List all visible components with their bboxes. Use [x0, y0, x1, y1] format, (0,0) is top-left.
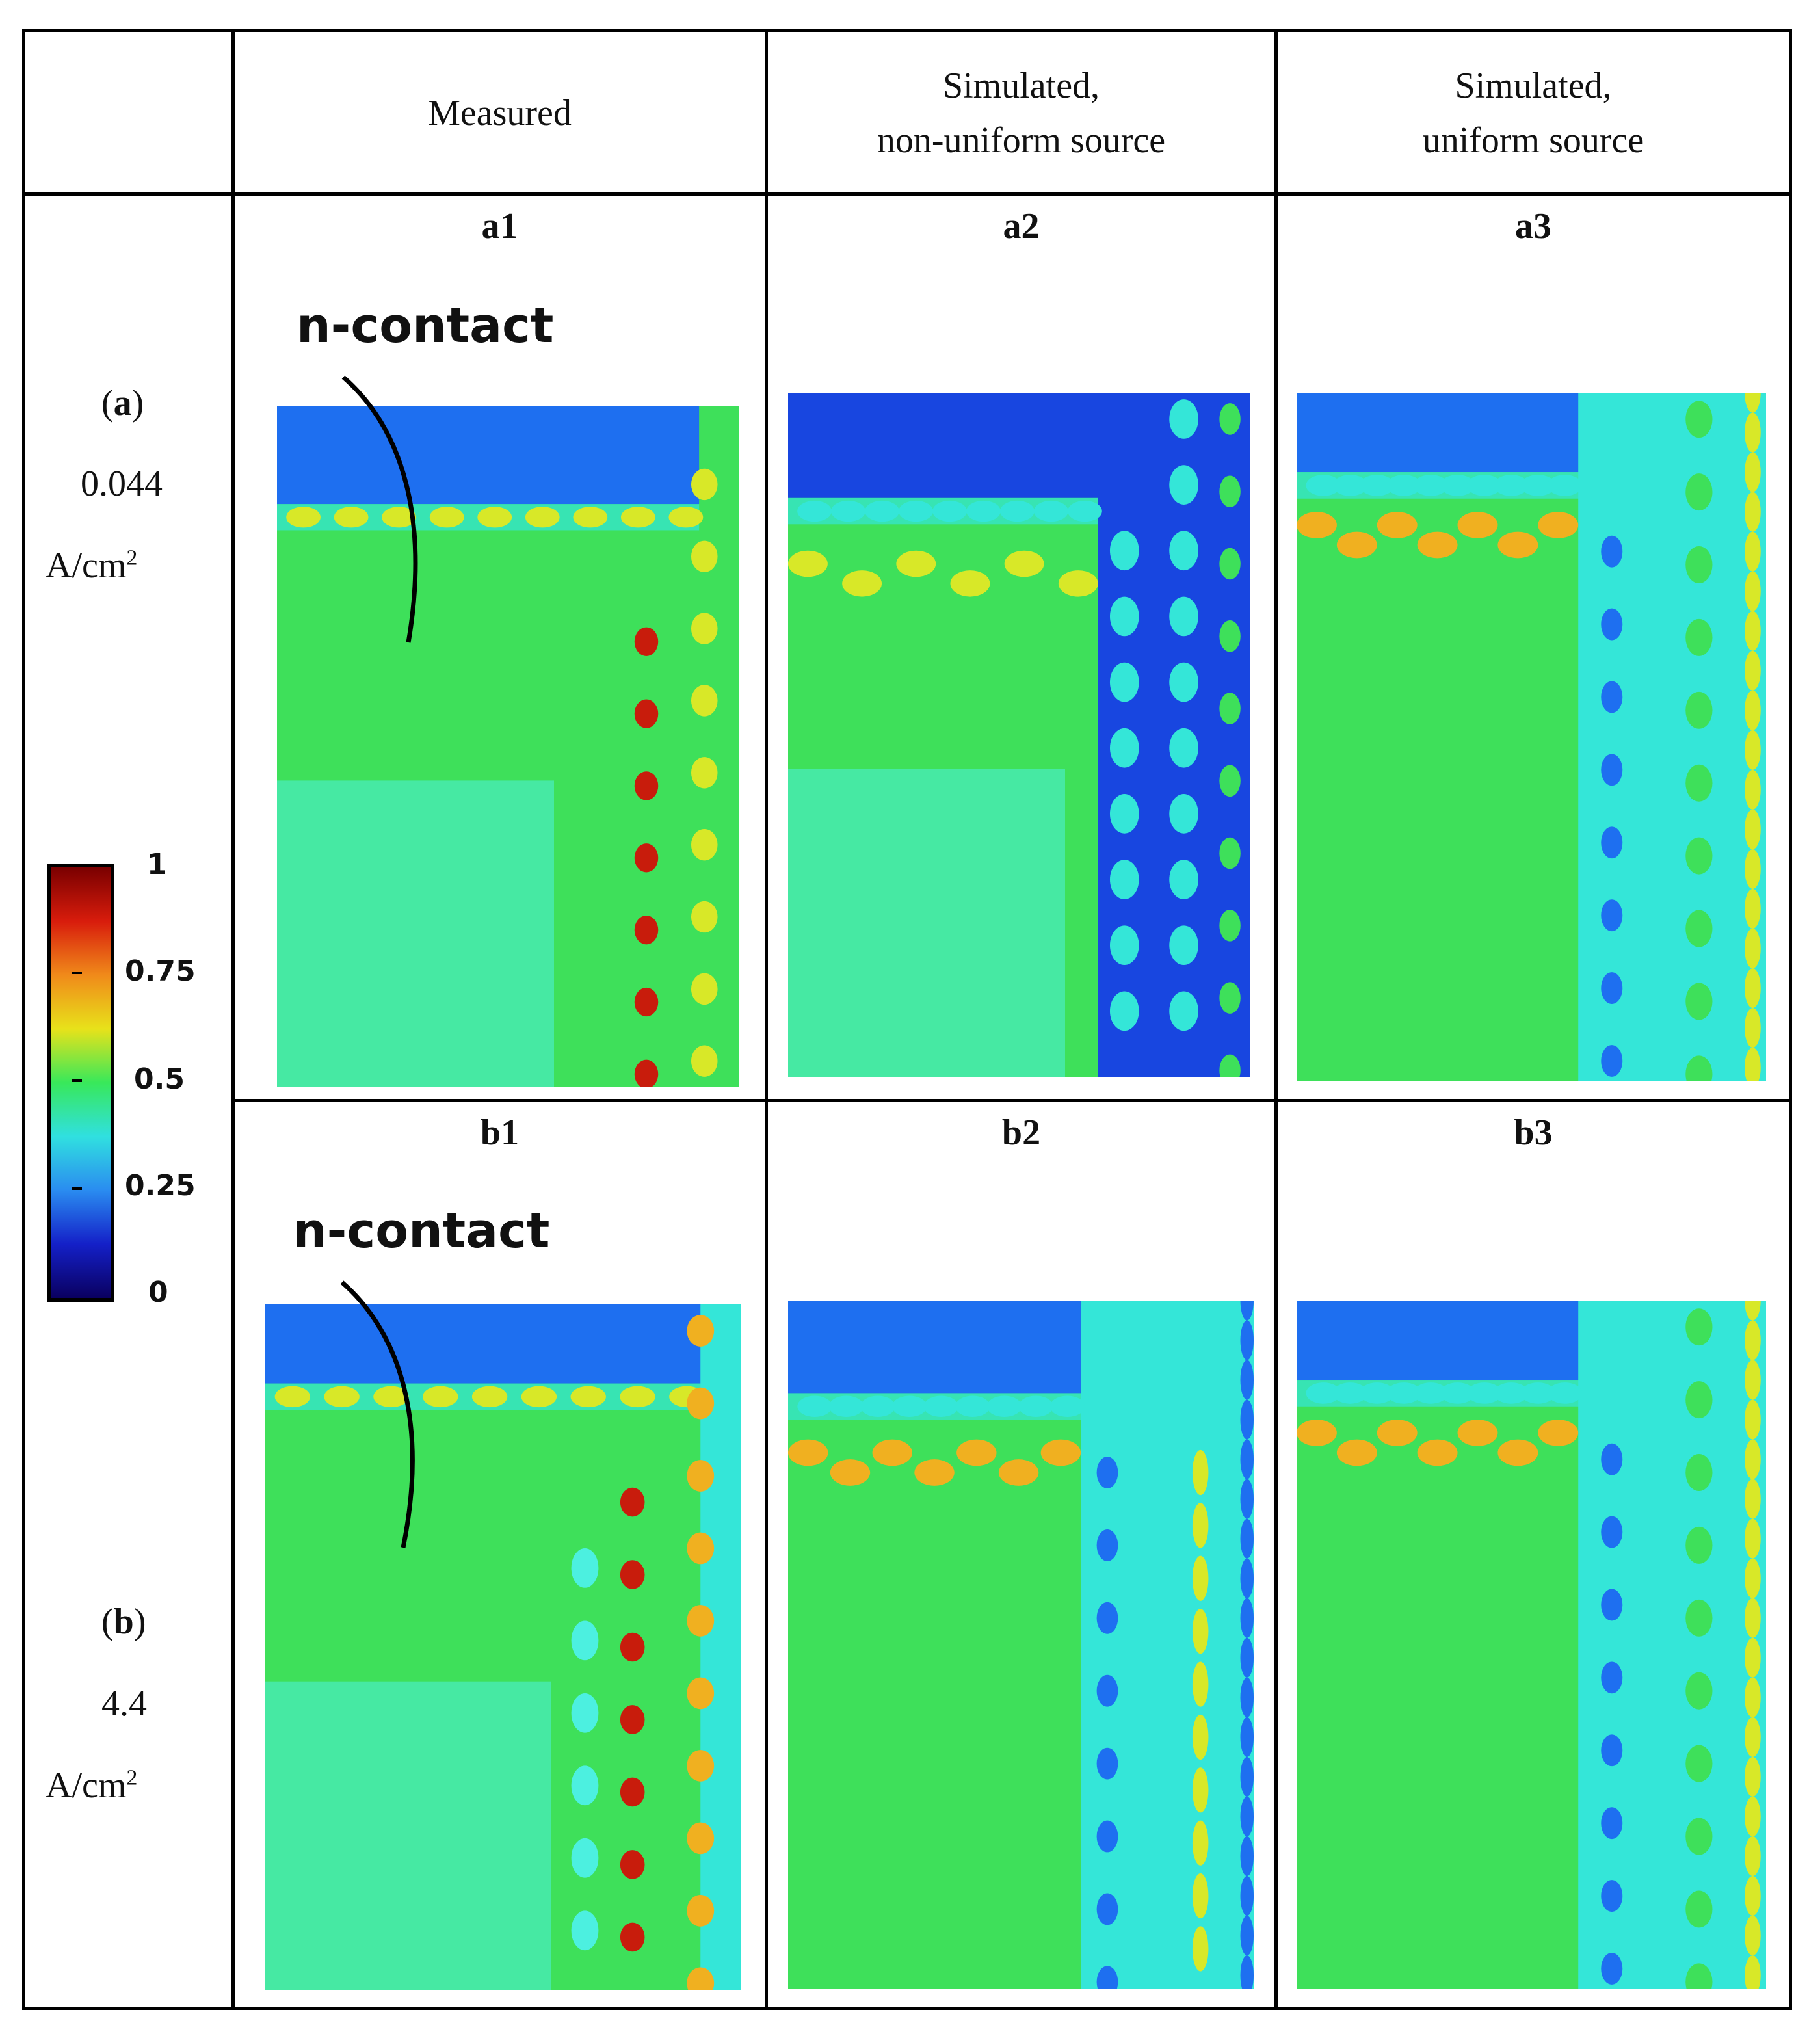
- colorbar-tick-0: 0: [148, 1276, 168, 1309]
- row-b-letter-text: b: [113, 1602, 134, 1642]
- row-b-letter: (b): [101, 1602, 146, 1642]
- table-left-border: [22, 29, 25, 2010]
- table-bottom-border: [22, 2007, 1792, 2010]
- colorbar-dash-025: [72, 1187, 82, 1190]
- heatmap-b1-plot: [265, 1304, 741, 1990]
- panel-label-a3: a3: [1515, 206, 1551, 246]
- row-a-unit-text: A/cm: [46, 546, 127, 586]
- header-col3-line1: Simulated,: [1455, 66, 1612, 106]
- header-col3-line2: uniform source: [1422, 120, 1644, 161]
- heatmap-a2-plot: [788, 393, 1250, 1077]
- colorbar-tick-05: 0.5: [134, 1063, 185, 1096]
- n-contact-leader-b1: [340, 1280, 415, 1548]
- colorbar-tick-025: 0.25: [125, 1169, 196, 1202]
- n-contact-label-b1: n-contact: [293, 1203, 550, 1259]
- row-a-value: 0.044: [81, 464, 163, 504]
- row-a-letter-text: a: [113, 383, 132, 423]
- row-a-unit-sup: 2: [126, 546, 138, 570]
- heatmap-a1: [277, 406, 739, 1087]
- header-measured: Measured: [235, 86, 765, 140]
- n-contact-leader-a1: [341, 375, 418, 643]
- heatmap-a2: [788, 393, 1250, 1077]
- panel-label-a2: a2: [1003, 206, 1040, 246]
- panel-label-b3: b3: [1514, 1113, 1553, 1153]
- colorbar-dash-05: [72, 1079, 82, 1082]
- row-a-unit: A/cm2: [46, 545, 137, 587]
- panel-label-b2: b2: [1001, 1113, 1041, 1153]
- column-divider-2: [765, 29, 768, 2010]
- heatmap-a1-plot: [277, 406, 739, 1087]
- column-divider-3: [1274, 29, 1278, 2010]
- header-col2-line1: Simulated,: [942, 66, 1100, 106]
- column-divider-1: [231, 29, 235, 2010]
- header-simulated-uniform: Simulated, uniform source: [1278, 59, 1789, 168]
- colorbar-tick-1: 1: [147, 848, 167, 881]
- table-top-border: [22, 29, 1792, 32]
- row-a-letter: (a): [101, 383, 144, 423]
- header-bottom-border: [22, 192, 1792, 196]
- colorbar-tick-075: 0.75: [125, 955, 196, 988]
- colorbar: [47, 864, 114, 1302]
- row-b-unit-sup: 2: [126, 1765, 138, 1790]
- table-right-border: [1789, 29, 1792, 2010]
- heatmap-b2: [788, 1301, 1254, 1989]
- panel-label-b1: b1: [480, 1113, 520, 1153]
- heatmap-a3-plot: [1297, 393, 1766, 1081]
- row-b-unit: A/cm2: [46, 1765, 137, 1806]
- heatmap-b3-plot: [1297, 1301, 1766, 1989]
- colorbar-dash-075: [72, 972, 82, 974]
- row-b-value: 4.4: [101, 1684, 147, 1724]
- header-simulated-nonuniform: Simulated, non-uniform source: [768, 59, 1274, 168]
- heatmap-a3: [1297, 393, 1766, 1081]
- heatmap-b1: [265, 1304, 741, 1990]
- row-divider: [231, 1099, 1792, 1102]
- header-col2-line2: non-uniform source: [877, 120, 1166, 161]
- panel-label-a1: a1: [481, 206, 518, 246]
- header-measured-text: Measured: [428, 93, 572, 133]
- n-contact-label-a1: n-contact: [297, 298, 554, 354]
- heatmap-b3: [1297, 1301, 1766, 1989]
- heatmap-b2-plot: [788, 1301, 1254, 1989]
- row-b-unit-text: A/cm: [46, 1765, 127, 1806]
